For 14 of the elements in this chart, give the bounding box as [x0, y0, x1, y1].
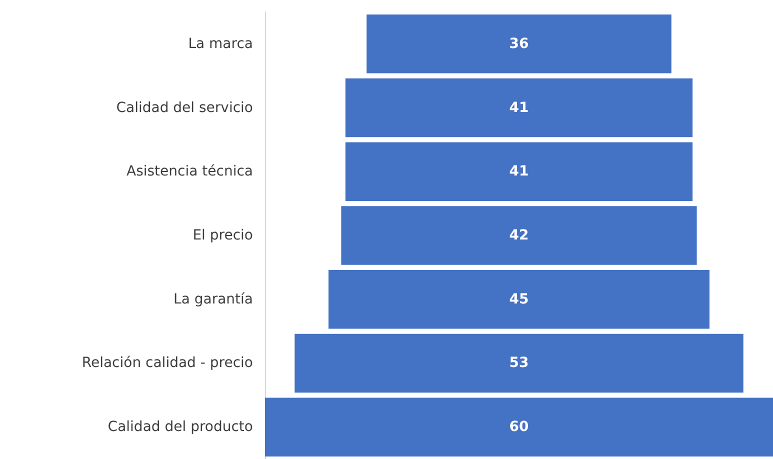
- data-label: 45: [509, 291, 529, 308]
- category-label: Calidad del servicio: [116, 100, 253, 116]
- category-label: La garantía: [174, 291, 253, 308]
- category-label: Calidad del producto: [108, 419, 253, 436]
- data-label: 53: [509, 355, 529, 372]
- category-label: Relación calidad - precio: [82, 355, 253, 372]
- category-label: El precio: [192, 228, 253, 244]
- category-label: Asistencia técnica: [126, 164, 253, 180]
- data-label: 60: [509, 419, 529, 436]
- data-label: 36: [509, 36, 529, 52]
- data-label: 41: [509, 100, 529, 116]
- data-label: 42: [509, 228, 529, 244]
- data-label: 41: [509, 164, 529, 180]
- category-label: La marca: [188, 36, 253, 52]
